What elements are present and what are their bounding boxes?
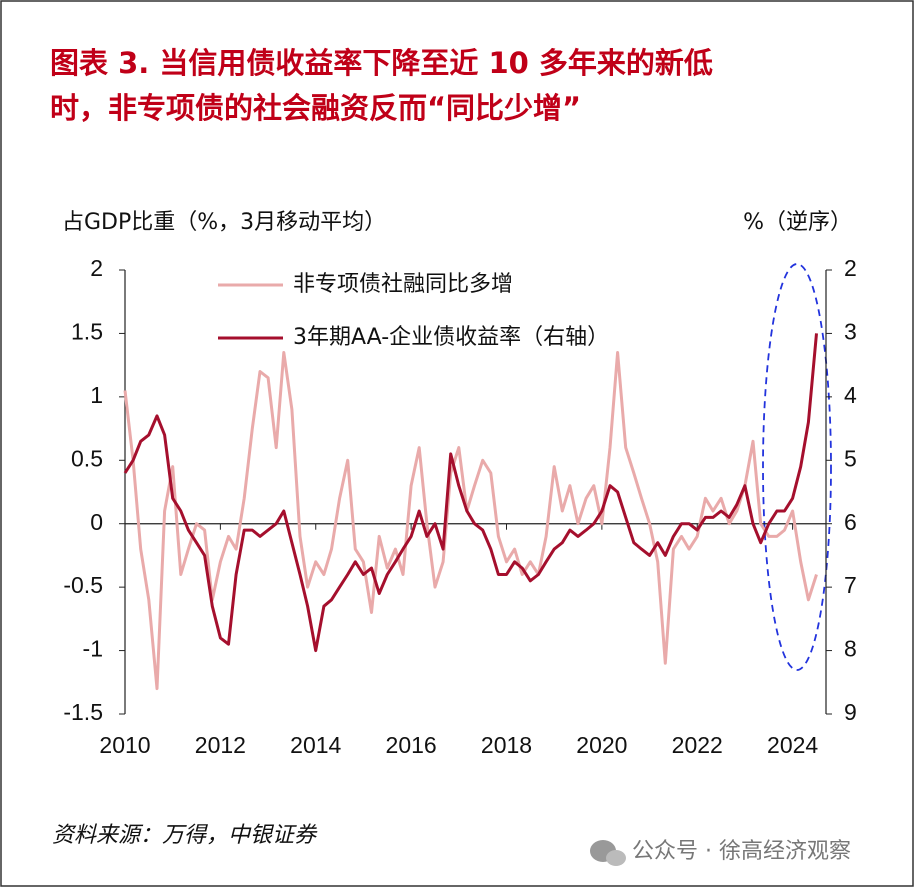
y-tick-label: -0.5 xyxy=(63,572,103,598)
x-tick-label: 2022 xyxy=(672,732,723,758)
x-tick-label: 2020 xyxy=(576,732,627,758)
x-tick-label: 2010 xyxy=(99,732,150,758)
y-tick-label: 1.5 xyxy=(71,319,103,345)
series-line xyxy=(123,351,818,691)
y2-tick-label: 8 xyxy=(844,636,857,662)
highlight-ellipse xyxy=(762,263,832,671)
y2-tick-label: 2 xyxy=(844,255,857,281)
x-tick-label: 2024 xyxy=(767,732,818,758)
y-tick-label: -1.5 xyxy=(63,699,103,725)
x-tick-label: 2016 xyxy=(386,732,437,758)
y2-tick-label: 4 xyxy=(844,382,857,408)
x-tick-label: 2014 xyxy=(290,732,341,758)
x-tick-label: 2018 xyxy=(481,732,532,758)
watermark-icon xyxy=(590,840,626,866)
source: 资料来源：万得，中银证券 xyxy=(52,823,318,848)
series-line xyxy=(123,333,818,653)
y-tick-label: 2 xyxy=(90,255,103,281)
watermark: 公众号 · 徐高经济观察 xyxy=(632,839,851,864)
y-axis-label: 占GDP比重（%，3月移动平均） xyxy=(62,210,386,235)
y-tick-label: -1 xyxy=(83,636,103,662)
y-tick-label: 1 xyxy=(90,382,103,408)
y-tick-label: 0.5 xyxy=(71,445,103,471)
legend-label: 3年期AA-企业债收益率（右轴） xyxy=(293,325,609,350)
chart-title: 时，非专项债的社会融资反而“同比少增” xyxy=(50,91,581,125)
legend-label: 非专项债社融同比多增 xyxy=(293,272,513,297)
y2-tick-label: 6 xyxy=(844,509,857,535)
y2-tick-label: 5 xyxy=(844,445,857,471)
x-tick-label: 2012 xyxy=(195,732,246,758)
y2-tick-label: 3 xyxy=(844,319,857,345)
y-tick-label: 0 xyxy=(90,509,103,535)
y2-axis-label: %（逆序） xyxy=(743,210,852,235)
y2-tick-label: 7 xyxy=(844,572,857,598)
chart-title: 图表 3. 当信用债收益率下降至近 10 多年来的新低 xyxy=(50,46,713,80)
y2-tick-label: 9 xyxy=(844,699,857,725)
